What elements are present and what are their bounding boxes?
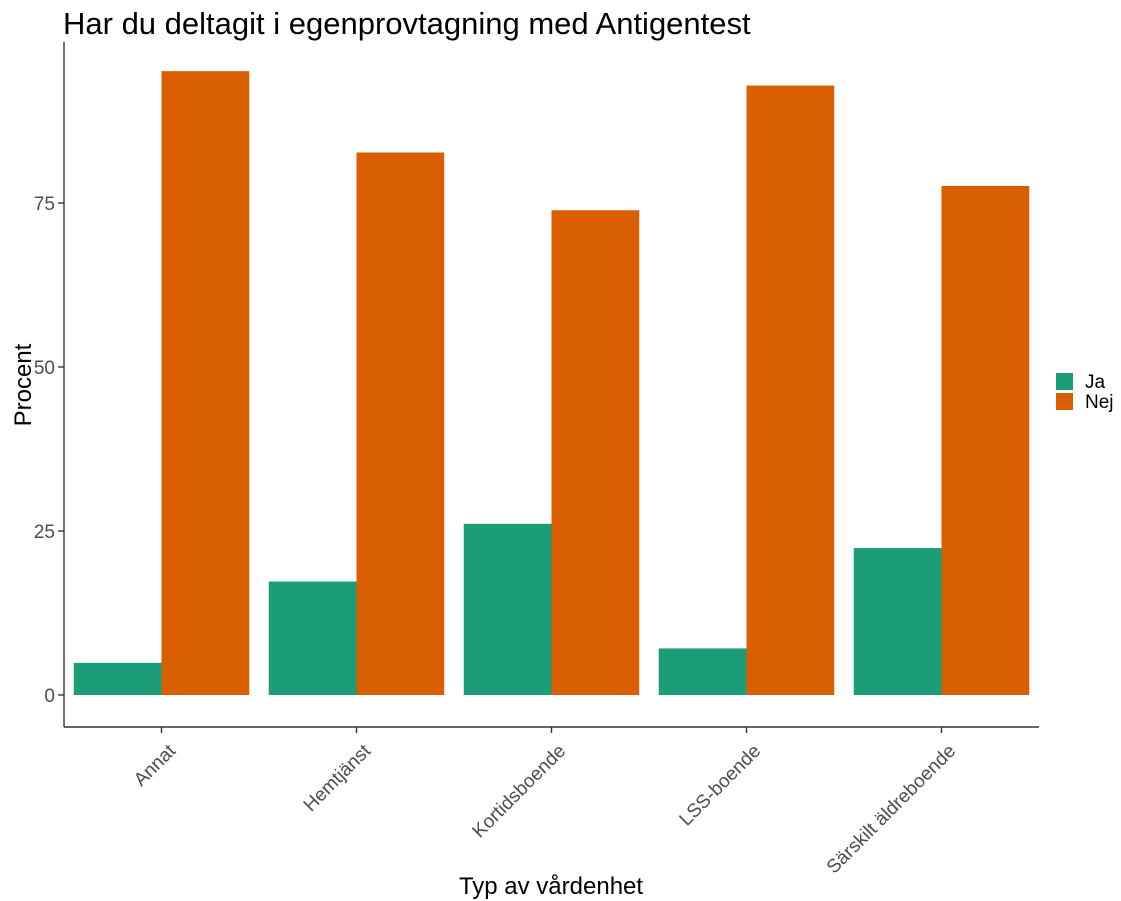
x-tick-label: LSS-boende bbox=[676, 741, 766, 831]
x-tick-label: Kortidsboende bbox=[469, 741, 571, 843]
bar-ja-3 bbox=[658, 648, 747, 695]
x-tick-label: Annat bbox=[130, 740, 180, 790]
bar-nej-2 bbox=[551, 210, 640, 695]
y-tick-label: 25 bbox=[34, 522, 55, 543]
legend-key-ja bbox=[1056, 373, 1073, 390]
y-axis-title: Procent bbox=[10, 343, 37, 426]
bar-nej-3 bbox=[746, 85, 835, 695]
x-tick-label: Hemtjänst bbox=[300, 740, 376, 816]
bar-ja-4 bbox=[853, 548, 942, 695]
legend-key-nej bbox=[1056, 393, 1073, 410]
y-tick-label: 50 bbox=[34, 358, 55, 379]
legend-label-ja: Ja bbox=[1085, 372, 1106, 393]
bar-nej-0 bbox=[161, 71, 250, 695]
bar-ja-1 bbox=[268, 581, 357, 695]
legend-label-nej: Nej bbox=[1085, 392, 1114, 413]
bar-ja-0 bbox=[73, 662, 162, 695]
x-tick-label: Särskilt äldreboende bbox=[823, 741, 960, 878]
bar-nej-4 bbox=[941, 185, 1030, 695]
y-ticks-group: 0 25 50 75 bbox=[34, 194, 64, 707]
bar-ja-2 bbox=[463, 523, 552, 695]
y-tick-label: 75 bbox=[34, 194, 55, 215]
bar-nej-1 bbox=[356, 152, 445, 696]
x-ticks-group: Annat Hemtjänst Kortidsboende LSS-boende Sär… bbox=[130, 727, 960, 878]
y-tick-label: 0 bbox=[44, 686, 55, 707]
bars-group bbox=[73, 71, 1030, 696]
chart-title: Har du deltagit i egenprovtagning med An… bbox=[63, 6, 751, 41]
x-axis-title: Typ av vårdenhet bbox=[459, 873, 643, 900]
